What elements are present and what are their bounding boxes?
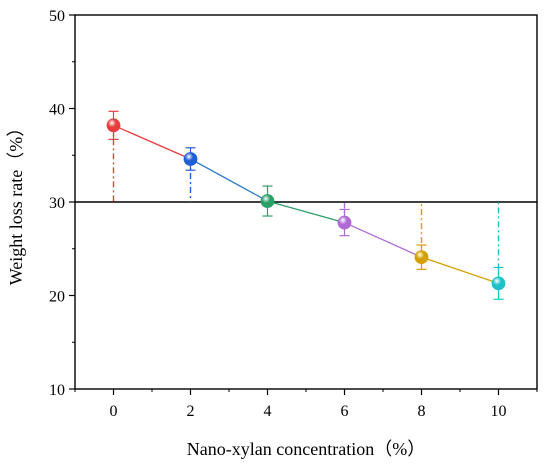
x-tick-label: 4 <box>264 403 272 420</box>
data-point <box>106 118 121 133</box>
x-tick-label: 2 <box>187 403 195 420</box>
data-point <box>183 152 198 166</box>
series-line-segment <box>113 124 191 160</box>
series-line-segment <box>344 221 422 258</box>
y-tick-label: 30 <box>49 195 65 212</box>
x-axis-title: Nano-xylan concentration（%） <box>187 439 425 459</box>
series-line-segment <box>190 158 268 202</box>
x-tick-label: 8 <box>418 403 426 420</box>
series-line-segment <box>421 256 499 284</box>
axes <box>69 14 538 395</box>
tick-labels: 0 2 4 6 8 10 10 20 30 40 50 <box>49 8 507 420</box>
data-points <box>106 118 506 291</box>
error-bars <box>108 110 504 300</box>
data-point <box>260 194 275 208</box>
drop-guides <box>112 125 500 284</box>
x-tick-label: 0 <box>110 403 118 420</box>
y-tick-label: 20 <box>49 289 65 306</box>
series-lines <box>113 124 499 284</box>
series-line-segment <box>267 200 345 224</box>
data-point <box>337 215 352 230</box>
x-tick-label: 10 <box>491 403 507 420</box>
y-axis-title: Weight loss rate（%） <box>6 119 26 286</box>
x-tick-label: 6 <box>341 403 349 420</box>
y-tick-label: 40 <box>49 102 65 119</box>
data-point <box>491 276 506 291</box>
data-point <box>414 250 429 265</box>
y-tick-label: 50 <box>49 8 65 25</box>
y-tick-label: 10 <box>49 382 65 399</box>
